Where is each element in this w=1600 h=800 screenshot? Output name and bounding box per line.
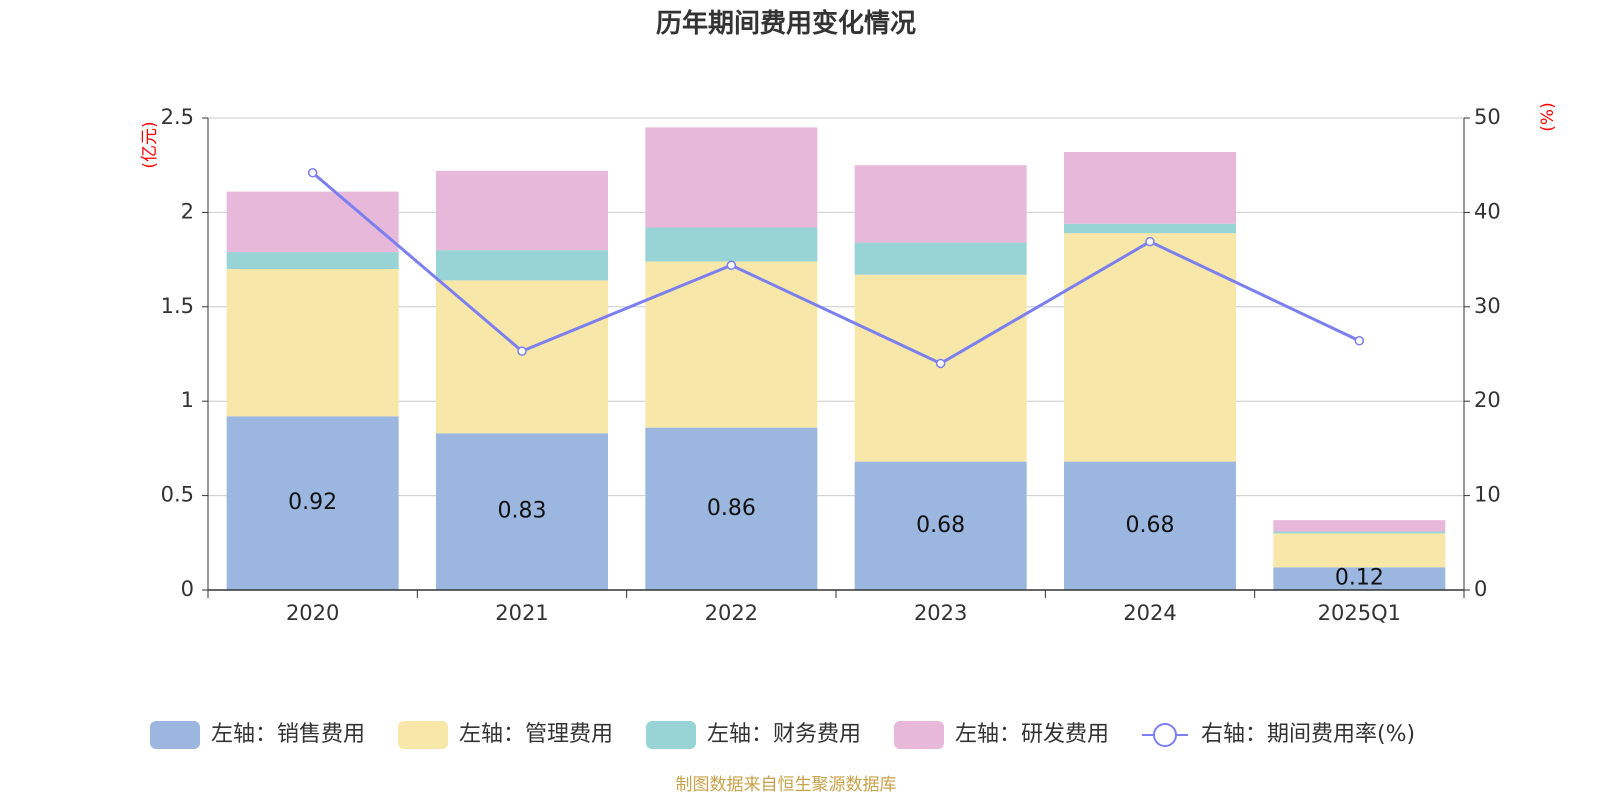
bar-segment-研发费用 <box>1273 520 1446 532</box>
bar-segment-管理费用 <box>1273 533 1446 568</box>
x-tick-label: 2021 <box>495 601 548 625</box>
x-tick-label: 2025Q1 <box>1318 601 1401 625</box>
legend-label: 右轴：期间费用率(%) <box>1201 722 1415 747</box>
rate-point <box>726 260 737 271</box>
x-tick-label: 2024 <box>1123 601 1176 625</box>
bar-value-label: 0.83 <box>498 499 547 524</box>
bar-segment-销售费用 <box>1273 567 1446 590</box>
legend-swatch <box>894 721 944 749</box>
bar-segment-财务费用 <box>226 252 399 270</box>
legend-label: 左轴：财务费用 <box>707 722 861 747</box>
left-tick-label: 1 <box>181 388 194 412</box>
bar-segment-销售费用 <box>645 427 818 590</box>
right-tick-label: 40 <box>1474 199 1501 223</box>
bar-segment-管理费用 <box>436 280 608 434</box>
legend-swatch <box>150 721 200 749</box>
gridlines <box>208 117 1464 497</box>
x-tick-label: 2020 <box>286 601 339 625</box>
chart-title: 历年期间费用变化情况 <box>656 8 916 39</box>
legend-swatch <box>646 721 696 749</box>
bar-value-label: 0.68 <box>1126 513 1175 538</box>
rate-line-path <box>311 171 1360 366</box>
rate-point <box>307 168 318 178</box>
bar-segment-销售费用 <box>436 433 608 590</box>
legend-swatch <box>398 721 448 749</box>
bar-value-label: 0.68 <box>916 513 965 538</box>
bar-segment-管理费用 <box>1064 233 1236 462</box>
rate-point <box>935 358 946 369</box>
bar-segment-财务费用 <box>854 242 1027 275</box>
bar-segment-销售费用 <box>226 416 399 590</box>
right-tick-label: 20 <box>1474 388 1501 412</box>
left-tick-label: 0.5 <box>161 483 194 507</box>
legend-label: 左轴：管理费用 <box>459 722 613 747</box>
data-source-note: 制图数据来自恒生聚源数据库 <box>676 775 897 795</box>
bar-segment-财务费用 <box>1273 531 1446 534</box>
bars: 0.92 0.83 0.86 0.68 0.68 0.12 <box>226 127 1446 591</box>
right-tick-label: 50 <box>1474 105 1501 129</box>
left-tick-label: 2 <box>181 199 194 223</box>
bar-segment-研发费用 <box>436 170 608 251</box>
right-tick-label: 0 <box>1474 577 1487 601</box>
rate-line <box>307 168 1365 369</box>
left-tick-label: 2.5 <box>161 105 194 129</box>
rate-point <box>1354 336 1365 346</box>
bar-segment-研发费用 <box>854 165 1027 243</box>
left-tick-label: 1.5 <box>161 294 194 318</box>
x-tick-label: 2023 <box>914 601 967 625</box>
right-tick-label: 10 <box>1474 483 1501 507</box>
bar-segment-研发费用 <box>645 127 818 228</box>
left-axis-unit: (亿元) <box>140 121 160 168</box>
legend-marker <box>1153 723 1177 747</box>
bar-value-label: 0.86 <box>707 496 756 521</box>
bar-value-label: 0.92 <box>288 490 337 515</box>
left-tick-label: 0 <box>181 577 194 601</box>
axes: 0 0.5 1 1.5 2 2.5 0 10 20 30 40 50 2020 2021 2022 2023 2… <box>161 105 1501 625</box>
right-tick-label: 30 <box>1474 294 1501 318</box>
legend-label: 左轴：研发费用 <box>955 722 1109 747</box>
bar-segment-财务费用 <box>436 250 608 281</box>
legend: 左轴：销售费用 左轴：管理费用 左轴：财务费用 左轴：研发费用 右轴：期间费用率(%) <box>150 721 1415 749</box>
bar-segment-管理费用 <box>226 269 399 417</box>
bar-segment-研发费用 <box>1064 151 1236 224</box>
bar-segment-研发费用 <box>226 191 399 253</box>
legend-label: 左轴：销售费用 <box>211 722 365 747</box>
bar-segment-管理费用 <box>645 261 818 428</box>
right-axis-unit: (%) <box>1538 102 1558 131</box>
bar-segment-销售费用 <box>854 461 1027 590</box>
bar-segment-财务费用 <box>645 227 818 262</box>
rate-point <box>517 346 527 356</box>
bar-segment-财务费用 <box>1064 223 1236 234</box>
bar-segment-销售费用 <box>1064 461 1236 590</box>
bar-value-label: 0.12 <box>1335 566 1384 591</box>
x-tick-label: 2022 <box>705 601 758 625</box>
rate-point <box>1145 236 1155 247</box>
